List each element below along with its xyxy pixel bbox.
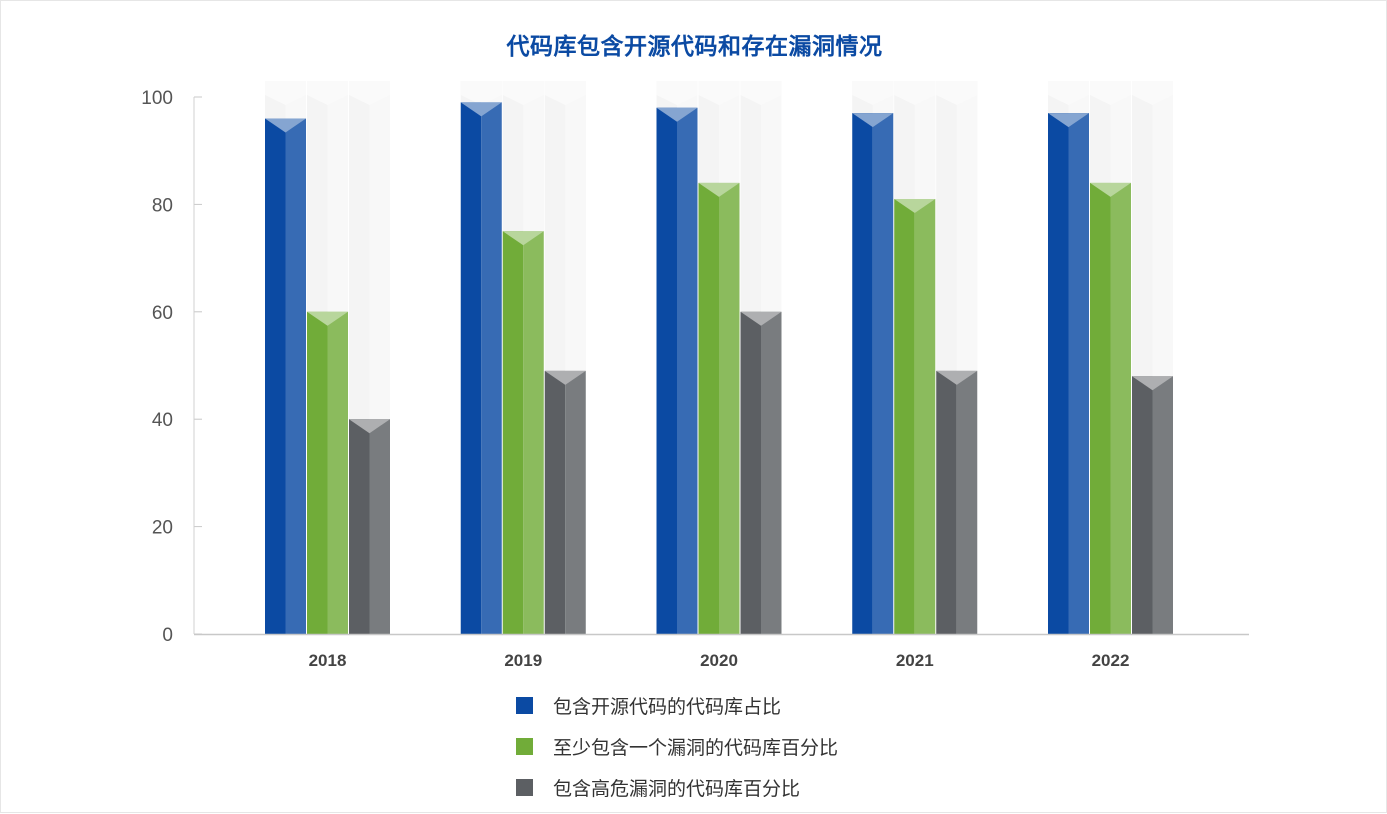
bar-track-cap — [698, 81, 740, 105]
bar — [265, 118, 306, 635]
bar-right-face — [1110, 182, 1131, 635]
bar-right-face — [285, 118, 306, 635]
bar-top-cap — [740, 311, 782, 326]
bar-track-cap — [894, 81, 936, 105]
x-tick-label: 2021 — [896, 651, 934, 670]
legend-item: 至少包含一个漏洞的代码库百分比 — [516, 726, 838, 767]
bar-top-cap — [349, 419, 390, 434]
bar-left-face — [852, 113, 873, 635]
bar — [1090, 182, 1131, 635]
bar-top-cap — [656, 107, 698, 122]
bar — [502, 231, 544, 634]
bar-right-face — [565, 370, 586, 634]
chart-title: 代码库包含开源代码和存在漏洞情况 — [506, 34, 883, 60]
bar-left-face — [307, 311, 328, 634]
legend-label: 包含高危漏洞的代码库百分比 — [553, 778, 801, 800]
y-tick-label: 40 — [152, 410, 173, 431]
bar — [349, 419, 390, 634]
bar — [656, 107, 698, 635]
bar-left-face — [349, 419, 370, 634]
legend-swatch — [516, 779, 533, 796]
x-tick-label: 2022 — [1092, 651, 1130, 670]
bar — [740, 311, 782, 634]
y-tick-label: 60 — [152, 303, 173, 324]
legend-swatch — [516, 738, 533, 755]
bar-top-cap — [1048, 113, 1089, 128]
bar-track-cap — [265, 81, 306, 105]
legend-label: 包含开源代码的代码库占比 — [553, 696, 782, 718]
y-tick-label: 80 — [152, 195, 173, 216]
legend-item: 包含开源代码的代码库占比 — [516, 685, 838, 726]
legend-swatch — [516, 697, 533, 714]
bar-track-cap — [1048, 81, 1089, 105]
legend-label: 至少包含一个漏洞的代码库百分比 — [553, 737, 839, 759]
bar-right-face — [1152, 376, 1173, 634]
bar-right-face — [481, 102, 502, 635]
bar-top-cap — [894, 199, 936, 214]
bar-right-face — [956, 370, 978, 634]
bar-track-cap — [656, 81, 698, 105]
bar-top-cap — [1090, 182, 1131, 197]
bar-left-face — [460, 102, 482, 635]
bar-track-cap — [349, 81, 390, 105]
y-tick-label: 100 — [141, 88, 173, 109]
bar — [936, 370, 978, 634]
bar-track-cap — [936, 81, 978, 105]
bar-left-face — [698, 182, 719, 635]
bar-right-face — [872, 113, 894, 635]
bar-right-face — [914, 199, 936, 634]
bar-track-cap — [460, 81, 502, 105]
bar-left-face — [1048, 113, 1069, 635]
bar-track-cap — [1090, 81, 1131, 105]
bar-left-face — [740, 311, 761, 634]
bar — [307, 311, 348, 634]
bar-top-cap — [307, 311, 348, 326]
y-tick-label: 20 — [152, 518, 173, 539]
bar-left-face — [502, 231, 524, 634]
bar-right-face — [1068, 113, 1089, 635]
bar-track-cap — [1132, 81, 1173, 105]
bar-top-cap — [544, 370, 586, 385]
bar-track-cap — [544, 81, 586, 105]
bar-track-cap — [502, 81, 544, 105]
bar-track-cap — [852, 81, 894, 105]
x-tick-label: 2019 — [504, 651, 542, 670]
bar-top-cap — [852, 113, 894, 128]
bar-top-cap — [502, 231, 544, 246]
y-tick-label: 0 — [162, 625, 173, 646]
chart-legend: 包含开源代码的代码库占比至少包含一个漏洞的代码库百分比 包含高危漏洞的代码库百分比 — [516, 685, 838, 808]
bar-right-face — [523, 231, 544, 634]
bar-top-cap — [698, 182, 740, 197]
bar-top-cap — [936, 370, 978, 385]
bar-left-face — [656, 107, 677, 635]
bar-right-face — [677, 107, 698, 635]
bar-left-face — [544, 370, 566, 634]
bar — [1048, 113, 1089, 635]
bar-left-face — [936, 370, 957, 634]
bar-right-face — [719, 182, 740, 635]
bar-left-face — [894, 199, 915, 634]
bar — [698, 182, 740, 635]
bar — [894, 199, 936, 634]
x-tick-label: 2018 — [309, 651, 347, 670]
bar-left-face — [1132, 376, 1153, 634]
bar-top-cap — [265, 118, 306, 133]
x-tick-label: 2020 — [700, 651, 738, 670]
bar — [852, 113, 894, 635]
bar-right-face — [327, 311, 348, 634]
legend-item: 包含高危漏洞的代码库百分比 — [516, 767, 838, 808]
bar-track-cap — [740, 81, 782, 105]
bar-right-face — [761, 311, 782, 634]
bar-top-cap — [460, 102, 502, 117]
bar — [460, 102, 502, 635]
bar-left-face — [265, 118, 286, 635]
bar-left-face — [1090, 182, 1111, 635]
bar — [1132, 376, 1173, 634]
bar-track-cap — [307, 81, 348, 105]
bar-top-cap — [1132, 376, 1173, 391]
bar — [544, 370, 586, 634]
bar-right-face — [369, 419, 390, 634]
